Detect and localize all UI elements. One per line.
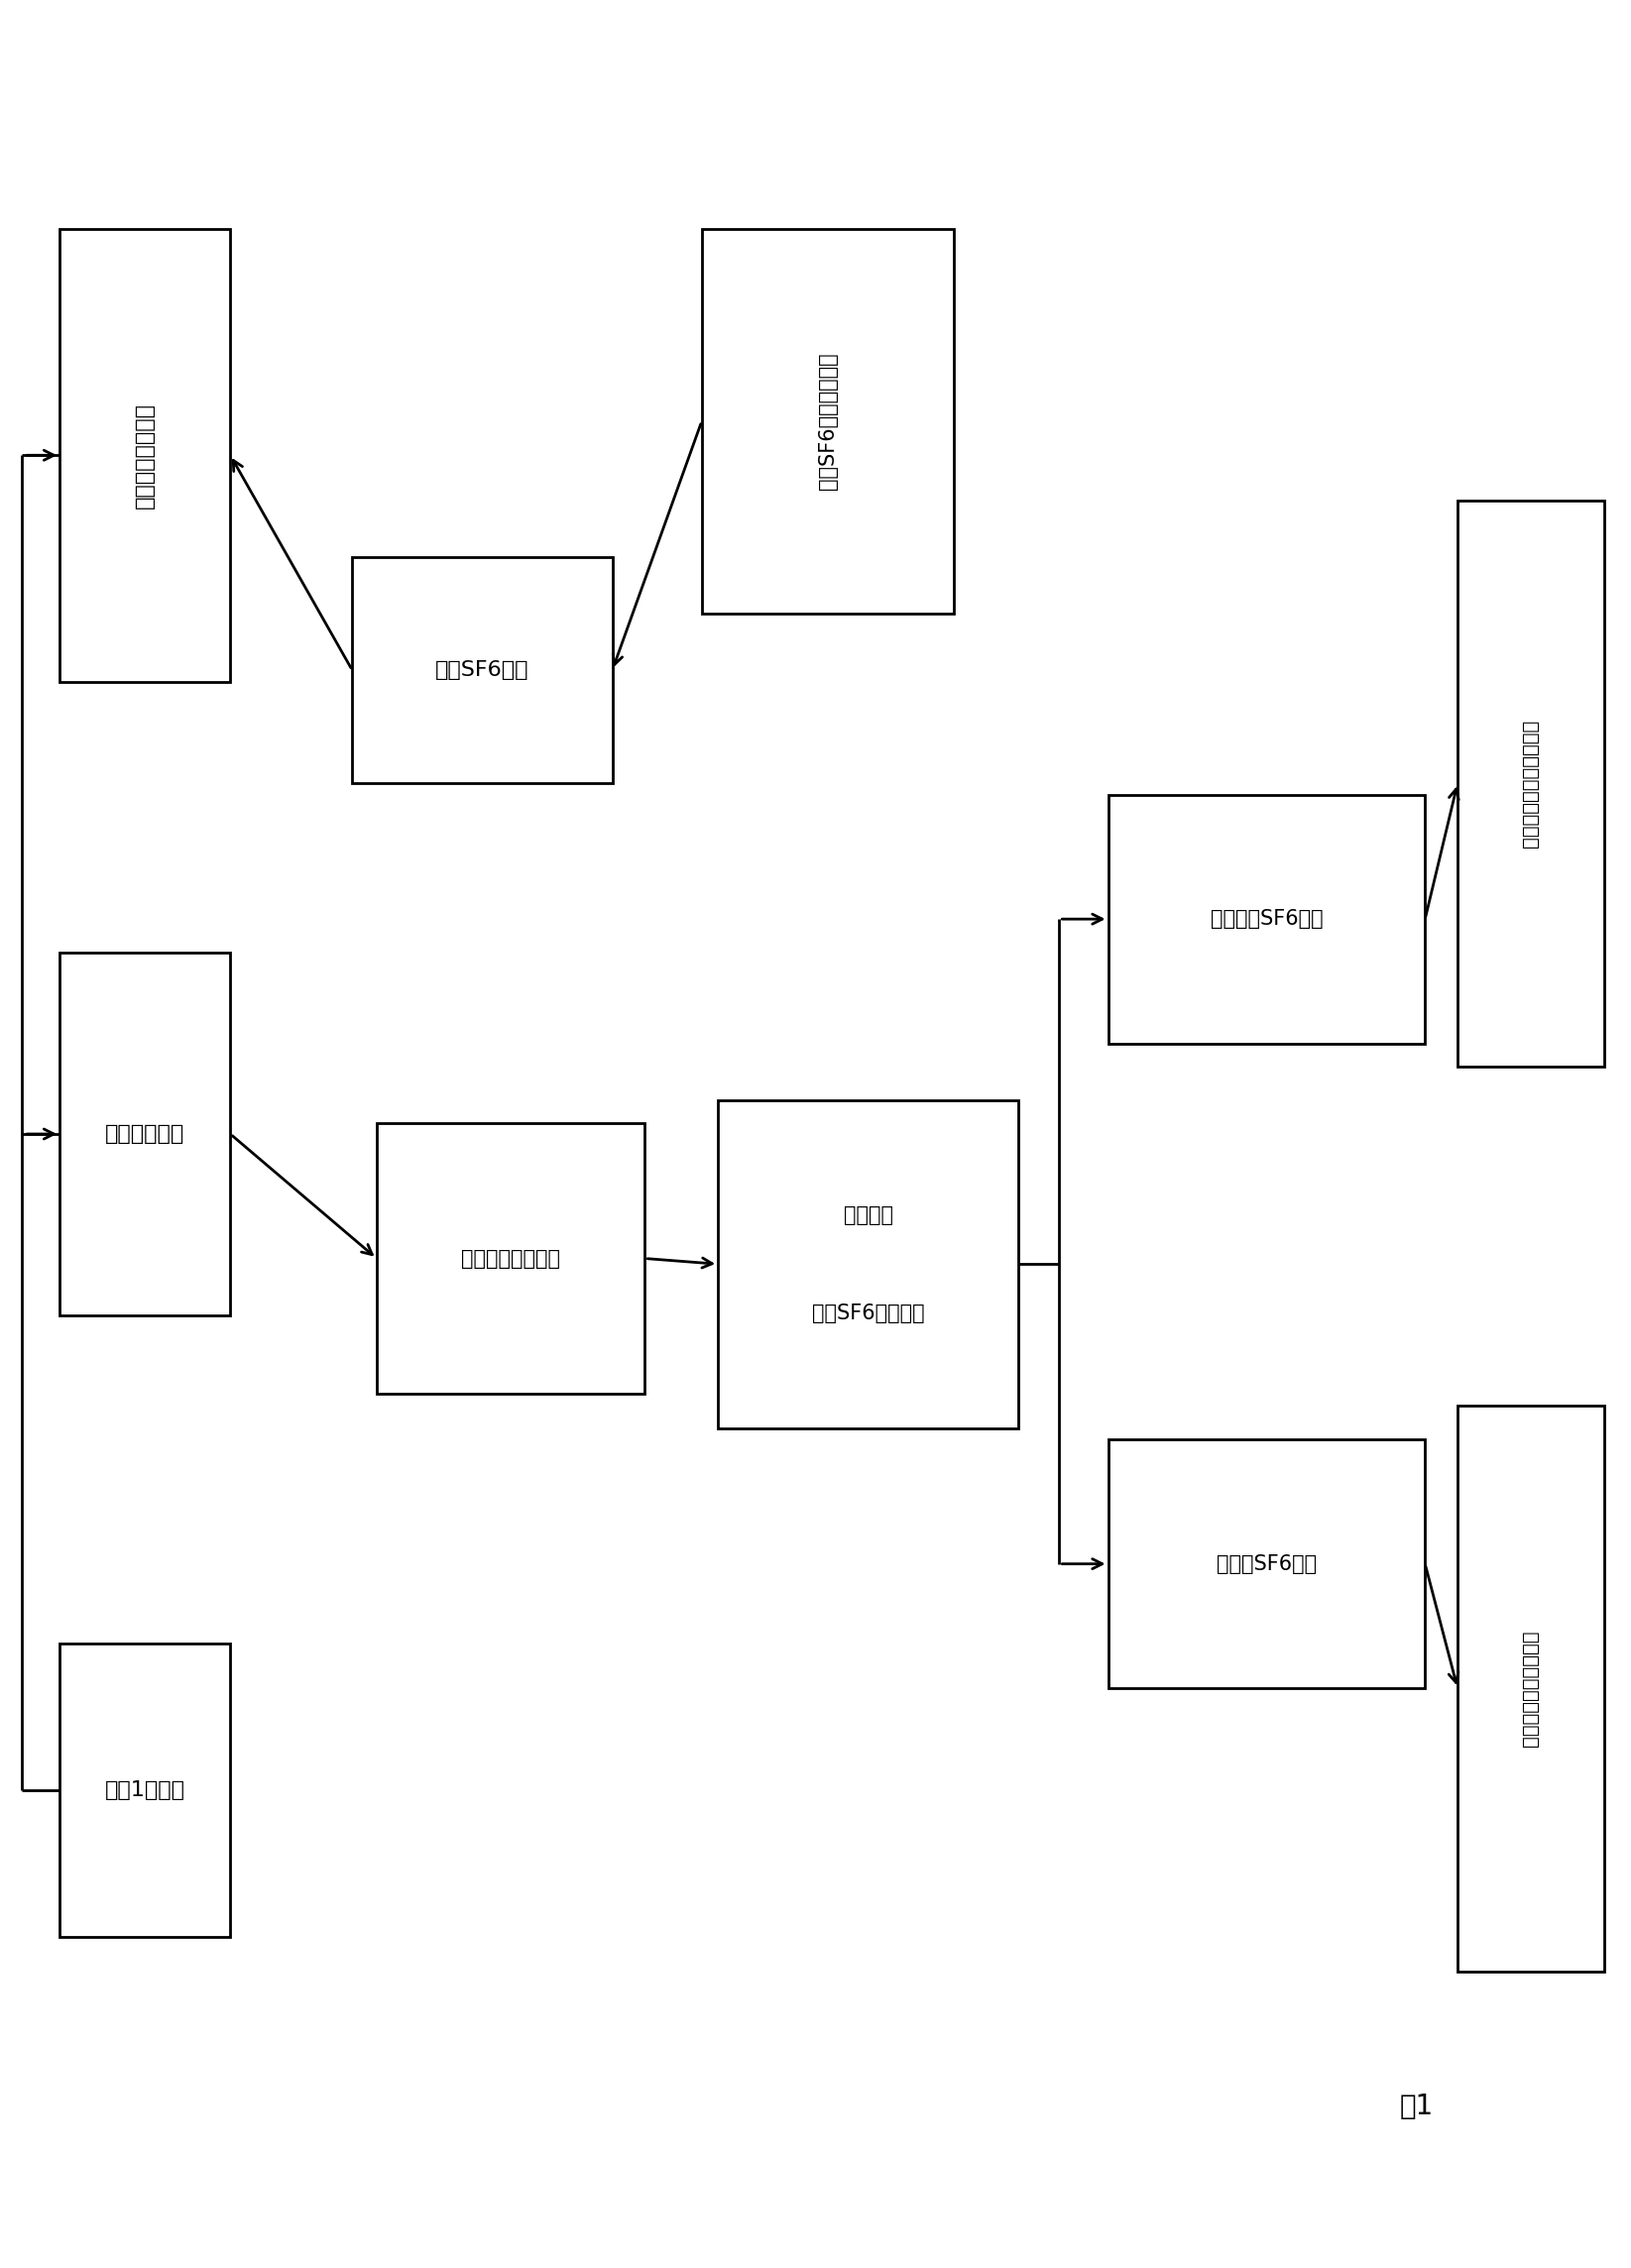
Text: 运行1个月后: 运行1个月后 <box>104 1780 186 1801</box>
Text: 加入SF6气体: 加入SF6气体 <box>435 660 528 680</box>
Text: 变压器本体油: 变压器本体油 <box>106 1125 184 1143</box>
Text: 变压器有载开关油无渗漏: 变压器有载开关油无渗漏 <box>1522 719 1540 848</box>
Bar <box>60 229 230 680</box>
Bar <box>60 1642 230 1937</box>
Bar <box>701 229 954 615</box>
Bar <box>352 558 612 782</box>
Text: 检测SF6气体含量: 检测SF6气体含量 <box>812 1304 925 1322</box>
Text: 变压器有载开关油渗漏: 变压器有载开关油渗漏 <box>1522 1631 1540 1746</box>
Text: 图1: 图1 <box>1399 2093 1434 2121</box>
Bar <box>60 953 230 1315</box>
Text: 检测到SF6气体: 检测到SF6气体 <box>1217 1554 1316 1574</box>
Bar <box>1458 1406 1603 1971</box>
Text: 计算SF6气体的加入量: 计算SF6气体的加入量 <box>817 352 838 490</box>
Text: 色谱分析: 色谱分析 <box>843 1204 894 1225</box>
Bar <box>1107 794 1425 1043</box>
Bar <box>1107 1440 1425 1687</box>
Text: 变压器有载开关油: 变压器有载开关油 <box>135 401 155 508</box>
Text: 取变压器本体油样: 取变压器本体油样 <box>462 1247 561 1268</box>
Text: 检测不到SF6气体: 检测不到SF6气体 <box>1210 909 1323 930</box>
Bar <box>377 1123 644 1395</box>
Bar <box>718 1100 1019 1429</box>
Bar <box>1458 501 1603 1066</box>
